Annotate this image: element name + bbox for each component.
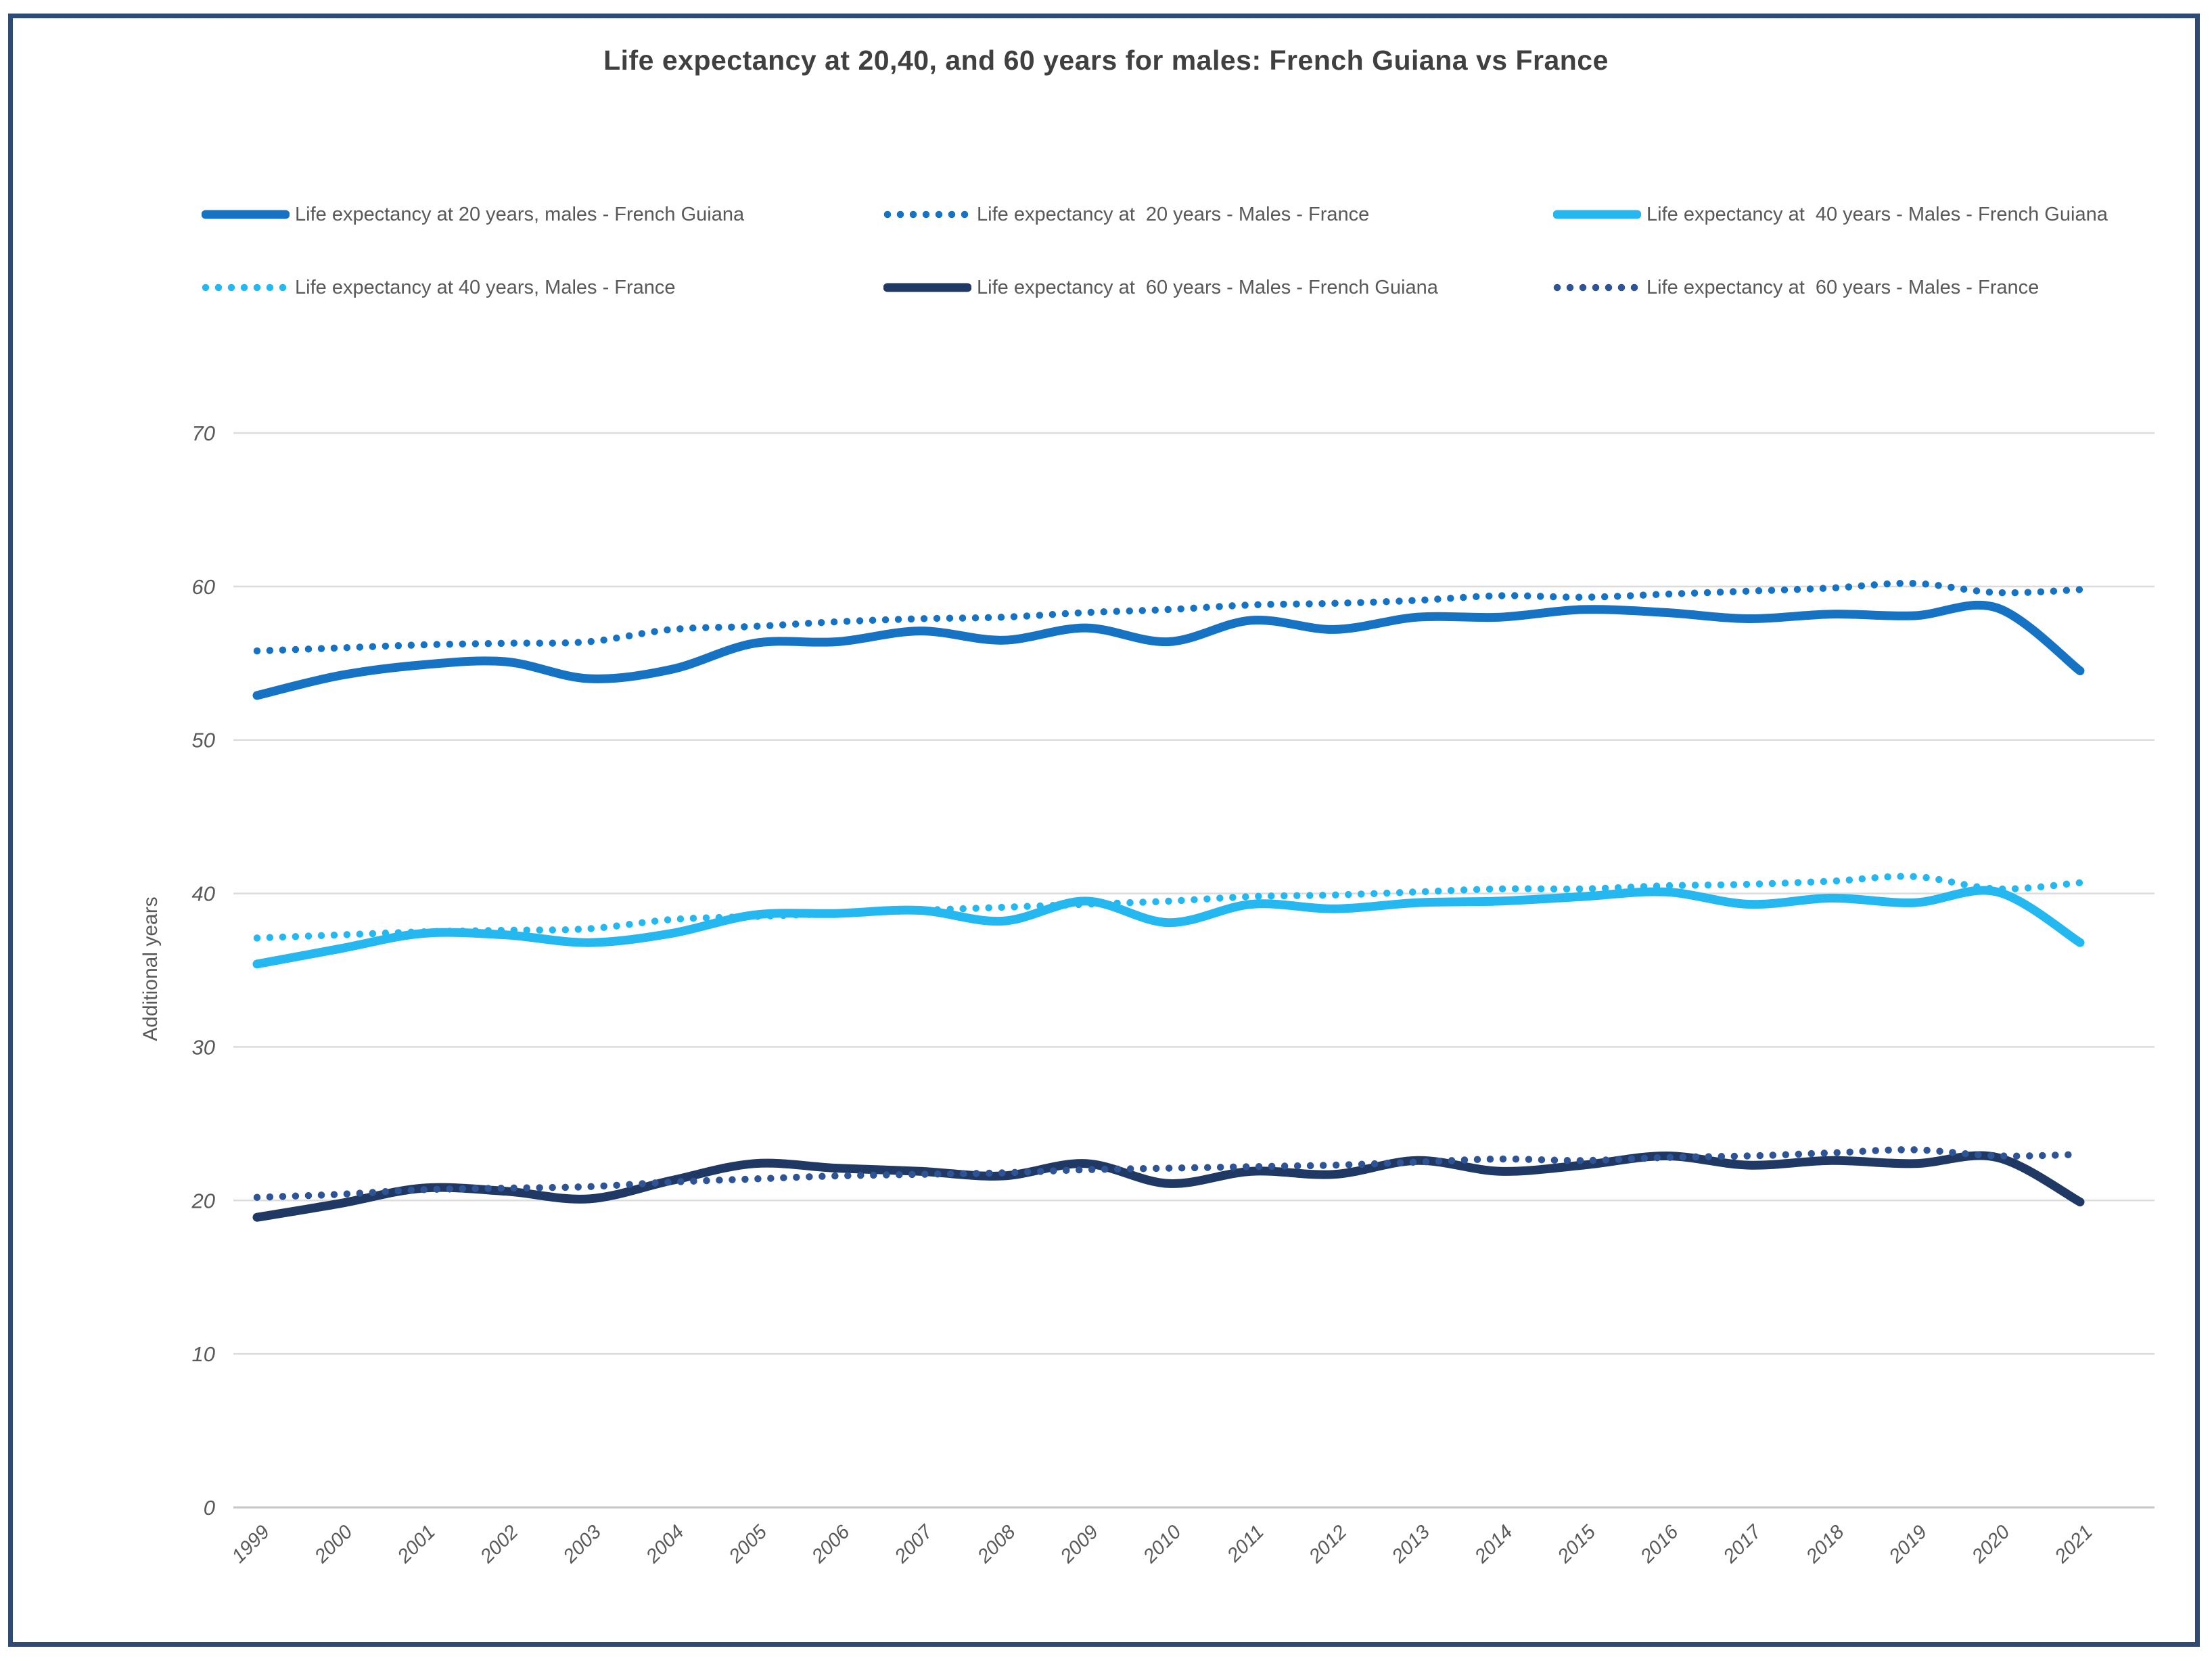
- x-tick-label: 2018: [1801, 1521, 1848, 1568]
- x-tick-label: 2021: [2050, 1521, 2097, 1568]
- chart-frame: [8, 14, 2200, 1647]
- series-line-4: [252, 1151, 2085, 1222]
- x-tick-label: 2007: [890, 1520, 938, 1568]
- x-tick-label: 2005: [724, 1521, 772, 1568]
- x-tick-label: 2003: [559, 1521, 605, 1568]
- y-tick-label: 10: [192, 1342, 215, 1366]
- x-tick-label: 1999: [228, 1521, 274, 1567]
- x-tick-label: 2000: [310, 1521, 356, 1568]
- y-tick-label: 60: [192, 575, 215, 599]
- x-tick-label: 2009: [1056, 1521, 1103, 1568]
- x-tick-label: 2002: [476, 1521, 522, 1568]
- series-line-1: [253, 579, 2084, 655]
- x-tick-label: 2020: [1967, 1521, 2014, 1568]
- series-line-3: [253, 873, 2084, 942]
- y-tick-label: 50: [192, 729, 215, 752]
- x-tick-label: 2010: [1138, 1521, 1185, 1568]
- y-tick-label: 40: [192, 882, 215, 906]
- x-tick-label: 2001: [393, 1521, 440, 1568]
- x-tick-label: 2019: [1885, 1521, 1931, 1568]
- y-axis-title: Additional years: [139, 896, 162, 1041]
- x-tick-label: 2004: [641, 1521, 688, 1568]
- x-tick-label: 2013: [1387, 1521, 1434, 1568]
- x-tick-label: 2006: [807, 1521, 854, 1568]
- chart-title: Life expectancy at 20,40, and 60 years f…: [603, 45, 1609, 76]
- x-tick-label: 2015: [1553, 1521, 1600, 1568]
- series-line-2: [252, 886, 2085, 969]
- x-tick-label: 2016: [1636, 1521, 1683, 1568]
- x-tick-label: 2012: [1304, 1521, 1351, 1568]
- x-tick-label: 2011: [1223, 1521, 1268, 1566]
- x-tick-label: 2014: [1470, 1521, 1517, 1568]
- y-tick-label: 30: [192, 1035, 215, 1059]
- x-tick-label: 2008: [973, 1521, 1019, 1568]
- y-tick-label: 20: [191, 1189, 215, 1212]
- y-tick-label: 70: [192, 422, 215, 445]
- series-line-5: [253, 1146, 2084, 1201]
- x-tick-label: 2017: [1719, 1520, 1766, 1568]
- series-line-0: [252, 600, 2085, 700]
- y-tick-label: 0: [204, 1496, 215, 1520]
